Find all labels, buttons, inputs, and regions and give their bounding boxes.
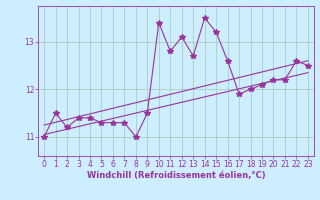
X-axis label: Windchill (Refroidissement éolien,°C): Windchill (Refroidissement éolien,°C)	[87, 171, 265, 180]
